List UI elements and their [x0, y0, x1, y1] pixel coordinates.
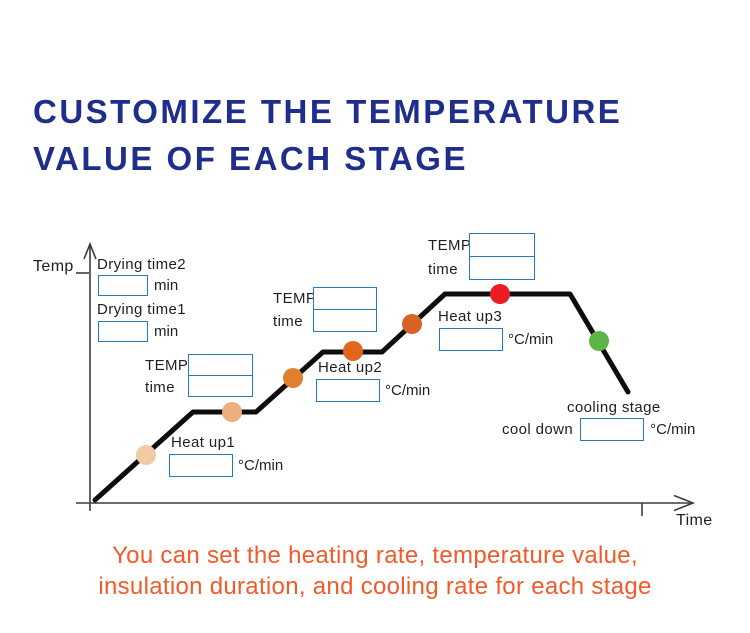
temp-time-block-2: TEMP time [273, 287, 377, 333]
y-axis-label: Temp [33, 258, 74, 275]
time-input-2[interactable] [313, 309, 377, 333]
subtitle-line1: You can set the heating rate, temperatur… [112, 542, 638, 569]
y-axis-arrow-icon [83, 241, 97, 260]
temp-input-3[interactable] [469, 233, 535, 257]
heat-up1-unit: °C/min [238, 457, 284, 474]
page-title-line1: CUSTOMIZE THE TEMPERATURE [33, 93, 623, 130]
time-label-2: time [273, 313, 303, 330]
heat-up3-label: Heat up3 [438, 308, 503, 325]
heat-up2-block: Heat up2 °C/min [316, 359, 430, 402]
temp-label-3: TEMP [428, 236, 472, 254]
heat-up3-rate-input[interactable] [439, 328, 503, 351]
temp-time-block-3: TEMP time [428, 233, 535, 281]
stage1-ramp-dot [136, 445, 156, 465]
x-axis-arrow-icon [673, 494, 696, 512]
subtitle: You can set the heating rate, temperatur… [0, 540, 750, 602]
cooling-dot [589, 331, 609, 351]
temp-input-2[interactable] [313, 287, 377, 310]
cool-down-block: cool down °C/min [502, 418, 695, 441]
page-title: CUSTOMIZE THE TEMPERATURE VALUE OF EACH … [33, 88, 622, 182]
page-title-line2: VALUE OF EACH STAGE [33, 140, 468, 177]
stage3-hold-dot [490, 284, 510, 304]
temp-input-1[interactable] [188, 354, 253, 376]
drying-time2-unit: min [154, 277, 179, 294]
cool-down-unit: °C/min [650, 421, 696, 438]
drying-time-block: Drying time2 min Drying time1 min [97, 256, 186, 342]
stage1-hold-dot [222, 402, 242, 422]
temp-label-1: TEMP [145, 356, 189, 374]
stage3-ramp-dot [402, 314, 422, 334]
drying-time1-input[interactable] [98, 321, 148, 342]
drying-time2-input[interactable] [98, 275, 148, 296]
cooling-stage-label: cooling stage [567, 399, 661, 416]
heat-up1-block: Heat up1 °C/min [169, 434, 283, 477]
cool-down-rate-input[interactable] [580, 418, 645, 441]
heat-up1-rate-input[interactable] [169, 454, 233, 477]
stage2-hold-dot [343, 341, 363, 361]
time-input-1[interactable] [188, 375, 253, 398]
stage2-ramp-dot [283, 368, 303, 388]
time-input-3[interactable] [469, 256, 535, 281]
time-label-1: time [145, 378, 175, 396]
drying-time2-label: Drying time2 [97, 256, 186, 273]
time-label-3: time [428, 260, 458, 278]
x-axis-label: Time [676, 512, 713, 529]
drying-time1-label: Drying time1 [97, 301, 186, 318]
heat-up3-unit: °C/min [508, 331, 554, 348]
subtitle-line2: insulation duration, and cooling rate fo… [98, 573, 652, 600]
profile-dots [136, 284, 609, 465]
heat-up3-block: Heat up3 °C/min [436, 308, 553, 351]
drying-time1-unit: min [154, 323, 179, 340]
heat-up2-label: Heat up2 [318, 359, 383, 376]
heat-up2-rate-input[interactable] [316, 379, 380, 402]
heat-up1-label: Heat up1 [171, 434, 236, 451]
cool-down-label: cool down [502, 421, 574, 438]
temp-label-2: TEMP [273, 290, 317, 307]
temp-time-block-1: TEMP time [145, 354, 253, 398]
heat-up2-unit: °C/min [385, 382, 431, 399]
